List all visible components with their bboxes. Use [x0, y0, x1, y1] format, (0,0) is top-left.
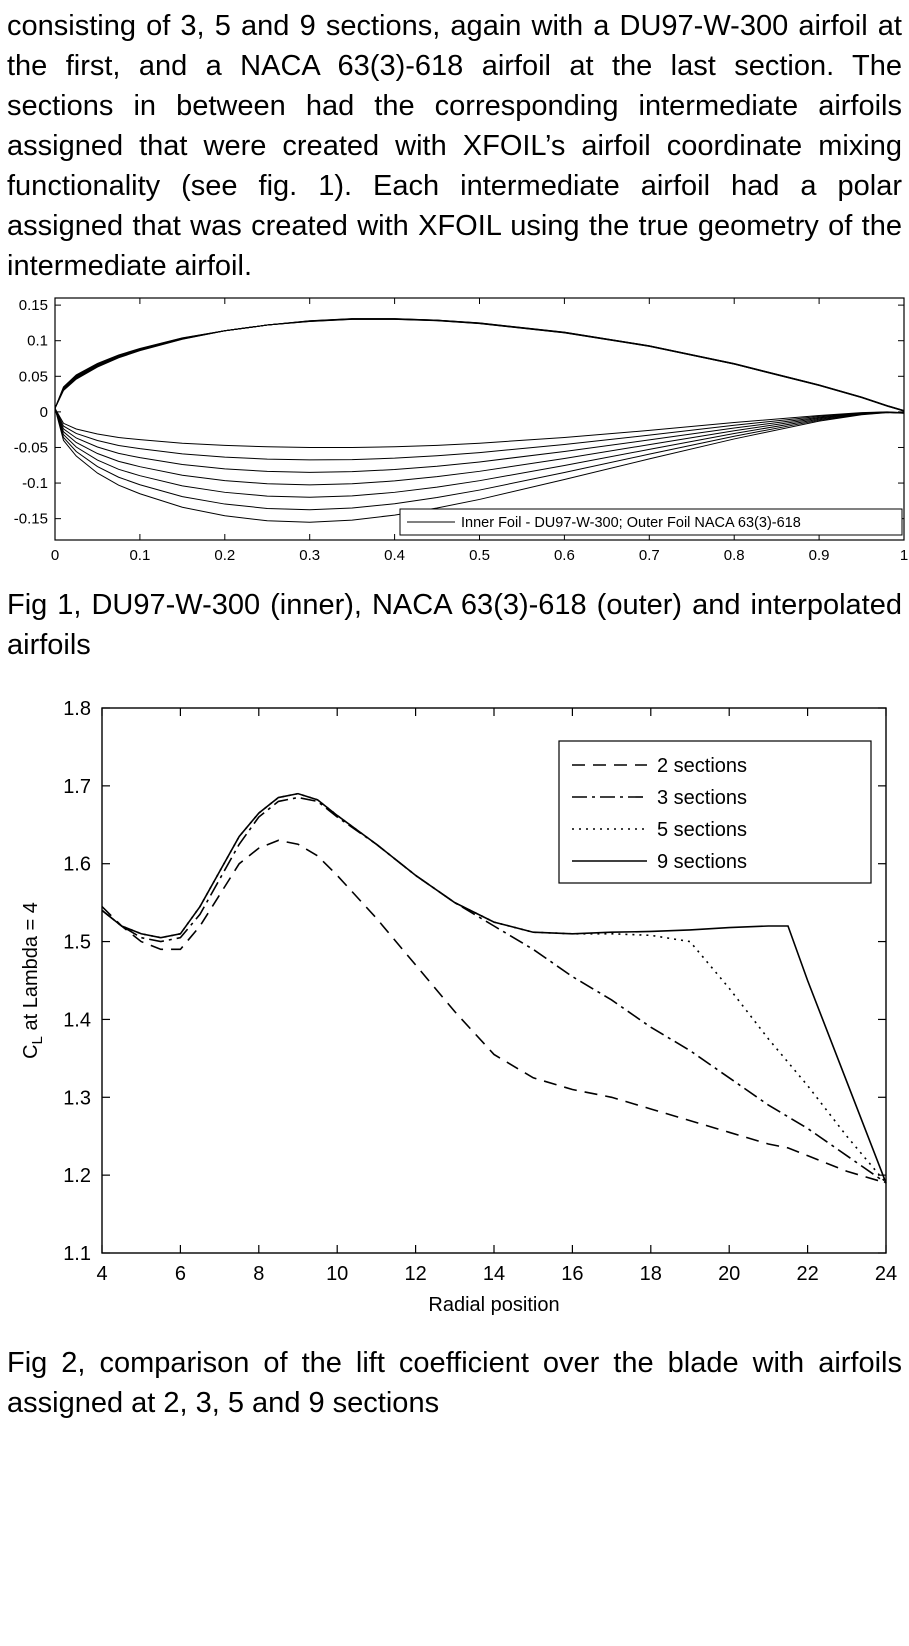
x-tick-label: 0.5 — [469, 547, 490, 564]
legend-entry-label: 5 sections — [657, 819, 747, 841]
x-tick-label: 6 — [175, 1263, 186, 1285]
x-tick-label: 0.6 — [554, 547, 575, 564]
legend-entry-label: 9 sections — [657, 851, 747, 873]
fig1-caption: Fig 1, DU97-W-300 (inner), NACA 63(3)-61… — [7, 589, 902, 661]
x-tick-label: 0 — [51, 547, 59, 564]
x-tick-label: 0.7 — [639, 547, 660, 564]
y-tick-label: 1.5 — [63, 932, 91, 954]
legend-entry-label: 2 sections — [657, 755, 747, 777]
y-tick-label: 1.4 — [63, 1009, 91, 1031]
x-tick-label: 0.3 — [299, 547, 320, 564]
airfoil-profile — [54, 318, 905, 448]
airfoil-chart: 0 0.1 0.2 0.3 0.4 0.5 0.6 0.7 0.8 0.9 1 0.15 0.1 0.05… — [14, 297, 908, 564]
x-tick-label: 0.1 — [129, 547, 150, 564]
y-tick-label: -0.1 — [22, 475, 48, 492]
fig2-ylabel: CL at Lambda = 4 — [20, 902, 46, 1059]
x-tick-label: 1 — [900, 547, 908, 564]
x-tick-label: 4 — [96, 1263, 107, 1285]
x-tick-label: 12 — [404, 1263, 426, 1285]
x-tick-label: 10 — [326, 1263, 348, 1285]
fig1-legend-box — [399, 508, 903, 536]
fig1-legend-label: Inner Foil - DU97-W-300; Outer Foil NACA… — [461, 515, 801, 531]
y-tick-label: 1.2 — [63, 1165, 91, 1187]
y-tick-label: -0.15 — [14, 511, 48, 528]
figure-2: 4 6 8 10 12 14 16 18 20 22 24 1.1 1.2 1.3 1.4 1.5 1.6 1.7… — [7, 693, 902, 1423]
fig2-caption: Fig 2, comparison of the lift coefficien… — [7, 1347, 902, 1419]
x-tick-label: 8 — [253, 1263, 264, 1285]
fig2-xlabel: Radial position — [428, 1294, 559, 1316]
x-tick-label: 22 — [796, 1263, 818, 1285]
x-tick-label: 0.4 — [384, 547, 405, 564]
y-tick-label: 0.05 — [19, 368, 48, 385]
y-tick-label: -0.05 — [14, 439, 48, 456]
y-tick-label: 1.1 — [63, 1243, 91, 1265]
y-tick-label: 1.8 — [63, 698, 91, 720]
x-tick-label: 24 — [875, 1263, 897, 1285]
y-tick-label: 0.1 — [27, 333, 48, 350]
x-tick-label: 0.9 — [809, 547, 830, 564]
lift-coefficient-chart: 4 6 8 10 12 14 16 18 20 22 24 1.1 1.2 1.3 1.4 1.5 1.6 1.7… — [20, 698, 897, 1316]
y-tick-label: 1.3 — [63, 1087, 91, 1109]
figure-1: 0 0.1 0.2 0.3 0.4 0.5 0.6 0.7 0.8 0.9 1 0.15 0.1 0.05… — [7, 288, 908, 665]
x-tick-label: 14 — [483, 1263, 505, 1285]
body-paragraph: consisting of 3, 5 and 9 sections, again… — [7, 10, 902, 282]
x-tick-label: 20 — [718, 1263, 740, 1285]
x-tick-label: 0.8 — [724, 547, 745, 564]
series-2-sections — [101, 839, 887, 1184]
x-tick-label: 16 — [561, 1263, 583, 1285]
y-tick-label: 1.7 — [63, 776, 91, 798]
y-tick-label: 1.6 — [63, 854, 91, 876]
x-tick-label: 18 — [640, 1263, 662, 1285]
y-tick-label: 0.15 — [19, 297, 48, 314]
x-tick-label: 0.2 — [214, 547, 235, 564]
y-tick-label: 0 — [40, 404, 48, 421]
fig2-legend-box — [558, 740, 872, 884]
legend-entry-label: 3 sections — [657, 787, 747, 809]
series-9-sections — [101, 792, 887, 1184]
